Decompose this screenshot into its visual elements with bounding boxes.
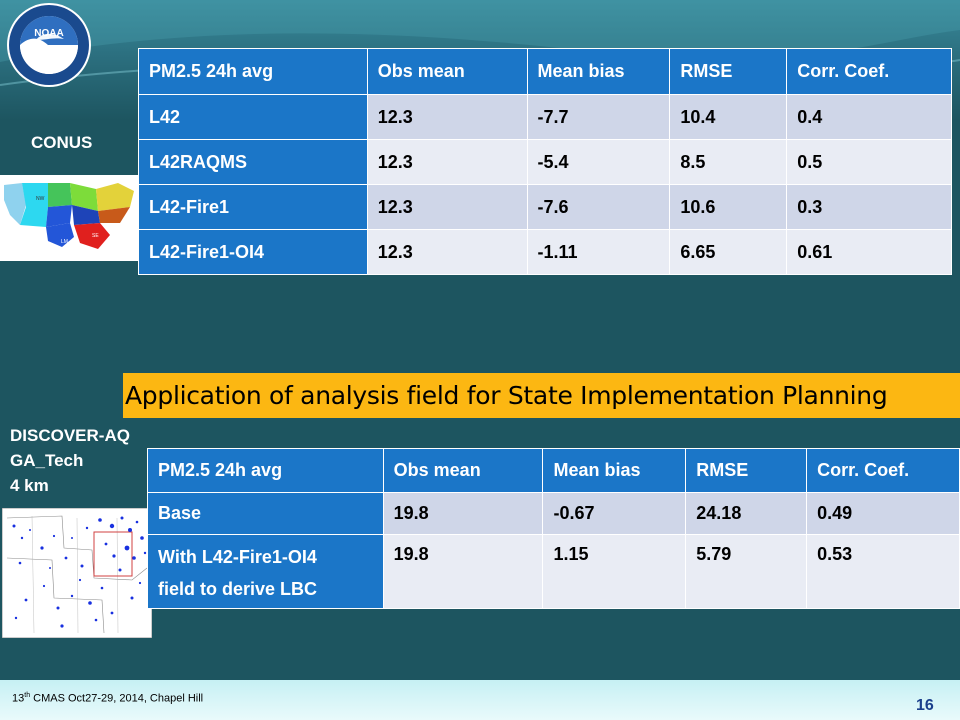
discover-aq-stats-table: PM2.5 24h avg Obs mean Mean bias RMSE Co… <box>147 448 960 609</box>
discover-aq-label-line2: GA_Tech <box>10 451 84 470</box>
column-header: PM2.5 24h avg <box>147 448 384 493</box>
column-header: Corr. Coef. <box>806 448 960 493</box>
corr-coef-cell: 0.4 <box>786 94 952 140</box>
footer-ordinal: th <box>24 692 31 699</box>
rmse-cell: 5.79 <box>685 534 808 609</box>
mean-bias-cell: -7.6 <box>526 184 671 230</box>
corr-coef-cell: 0.3 <box>786 184 952 230</box>
svg-text:NW: NW <box>36 196 45 202</box>
column-header: Obs mean <box>382 448 544 493</box>
corr-coef-cell: 0.5 <box>786 139 952 185</box>
discover-aq-label-line1: DISCOVER-AQ <box>10 426 130 445</box>
conus-label: CONUS <box>31 133 93 152</box>
mean-bias-cell: 1.15 <box>542 534 687 609</box>
rmse-cell: 6.65 <box>669 229 788 275</box>
logo-text: NOAA <box>34 28 63 39</box>
row-label: L42-Fire1-OI4 <box>138 229 368 275</box>
table-header-row: PM2.5 24h avg Obs mean Mean bias RMSE Co… <box>138 48 952 95</box>
footer-edition: 13 <box>12 692 25 705</box>
conus-region-map: NW LM SE <box>0 175 138 261</box>
column-header: Mean bias <box>526 48 671 95</box>
row-label: With L42-Fire1-OI4 field to derive LBC <box>147 534 384 609</box>
obs-mean-cell: 19.8 <box>382 534 544 609</box>
mean-bias-cell: -0.67 <box>542 492 687 535</box>
corr-coef-cell: 0.61 <box>786 229 952 275</box>
footer-conference-text: 13th CMAS Oct27-29, 2014, Chapel Hill <box>12 692 203 705</box>
conus-stats-table: PM2.5 24h avg Obs mean Mean bias RMSE Co… <box>138 48 952 275</box>
obs-mean-cell: 12.3 <box>366 139 528 185</box>
footer-event: CMAS Oct27-29, 2014, Chapel Hill <box>30 692 204 705</box>
obs-mean-cell: 12.3 <box>366 184 528 230</box>
rmse-cell: 10.6 <box>669 184 788 230</box>
page-number: 16 <box>916 697 934 714</box>
rmse-cell: 10.4 <box>669 94 788 140</box>
mean-bias-cell: -5.4 <box>526 139 671 185</box>
noaa-logo: NOAA <box>7 3 91 87</box>
discover-aq-label: DISCOVER-AQ GA_Tech 4 km <box>10 423 130 498</box>
discover-aq-domain-map <box>2 508 152 638</box>
section-banner: Application of analysis field for State … <box>123 373 960 418</box>
table-row: L42RAQMS 12.3 -5.4 8.5 0.5 <box>138 139 952 185</box>
row-label: Base <box>147 492 384 535</box>
row-label: L42 <box>138 94 368 140</box>
mean-bias-cell: -1.11 <box>526 229 671 275</box>
discover-aq-label-line3: 4 km <box>10 476 49 495</box>
svg-text:LM: LM <box>61 239 68 245</box>
table-header-row: PM2.5 24h avg Obs mean Mean bias RMSE Co… <box>147 448 960 493</box>
column-header: Mean bias <box>542 448 687 493</box>
obs-mean-cell: 12.3 <box>366 94 528 140</box>
column-header: RMSE <box>669 48 788 95</box>
svg-text:SE: SE <box>92 233 99 239</box>
column-header: Obs mean <box>366 48 528 95</box>
footer-bar <box>0 680 960 720</box>
corr-coef-cell: 0.53 <box>806 534 960 609</box>
row-label: L42-Fire1 <box>138 184 368 230</box>
row-label-line1: With L42-Fire1-OI4 <box>158 547 317 567</box>
row-label: L42RAQMS <box>138 139 368 185</box>
rmse-cell: 24.18 <box>685 492 808 535</box>
row-label-line2: field to derive LBC <box>158 579 318 599</box>
table-row: With L42-Fire1-OI4 field to derive LBC 1… <box>147 534 960 609</box>
corr-coef-cell: 0.49 <box>806 492 960 535</box>
column-header: PM2.5 24h avg <box>138 48 368 95</box>
table-row: L42-Fire1-OI4 12.3 -1.11 6.65 0.61 <box>138 229 952 275</box>
mean-bias-cell: -7.7 <box>526 94 671 140</box>
table-row: L42-Fire1 12.3 -7.6 10.6 0.3 <box>138 184 952 230</box>
obs-mean-cell: 19.8 <box>382 492 544 535</box>
column-header: RMSE <box>685 448 808 493</box>
rmse-cell: 8.5 <box>669 139 788 185</box>
column-header: Corr. Coef. <box>786 48 952 95</box>
table-row: Base 19.8 -0.67 24.18 0.49 <box>147 492 960 535</box>
obs-mean-cell: 12.3 <box>366 229 528 275</box>
table-row: L42 12.3 -7.7 10.4 0.4 <box>138 94 952 140</box>
